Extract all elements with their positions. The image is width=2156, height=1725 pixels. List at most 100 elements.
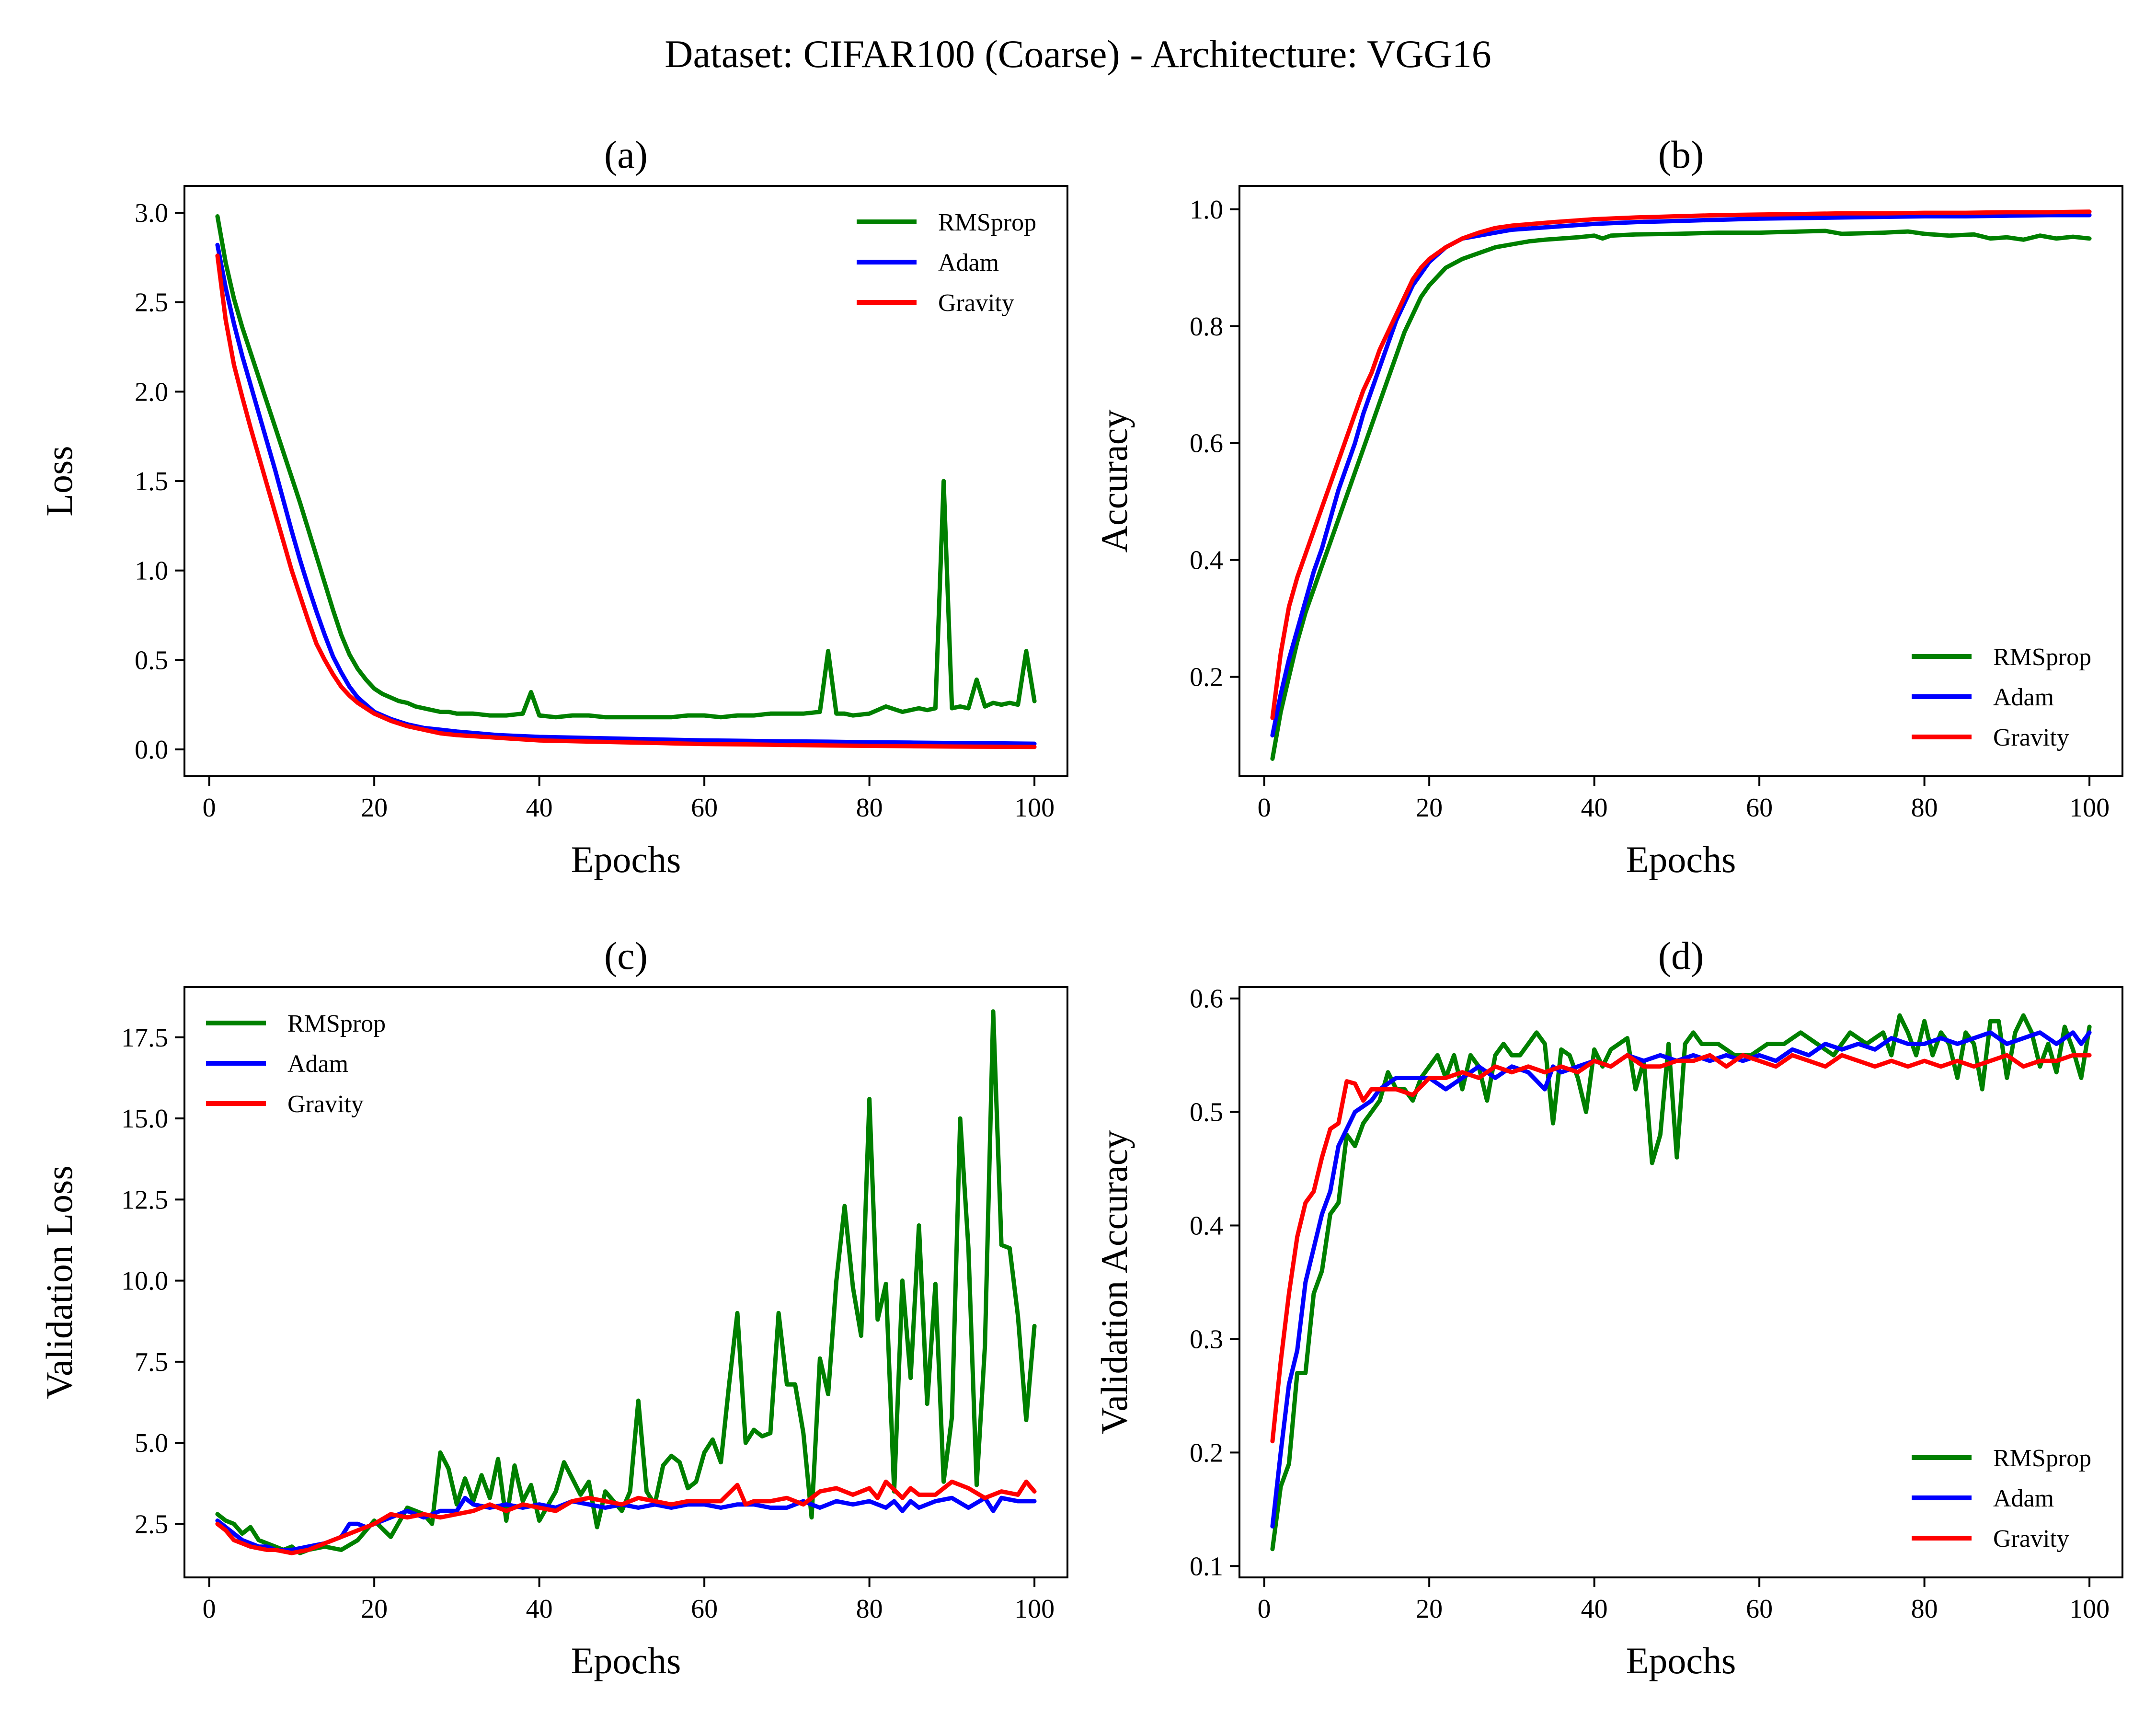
legend-label: RMSprop: [938, 209, 1036, 236]
x-tick-label: 20: [1416, 793, 1443, 823]
x-tick-label: 20: [361, 1594, 388, 1624]
x-tick-label: 60: [691, 1594, 718, 1624]
series-line-adam: [215, 242, 1037, 746]
plot-area: [1270, 1013, 2092, 1552]
x-axis-label: Epochs: [571, 1640, 681, 1681]
legend: RMSprop Adam Gravity: [1912, 1445, 2091, 1552]
y-tick-label: 0.2: [1190, 1438, 1223, 1468]
subplot-title: (d): [1658, 934, 1704, 978]
x-tick-label: 0: [1258, 1594, 1271, 1624]
x-tick-label: 100: [1014, 1594, 1055, 1624]
legend-label: Adam: [1993, 684, 2054, 711]
legend-label: RMSprop: [287, 1010, 386, 1037]
x-tick-label: 0: [203, 1594, 216, 1624]
y-tick-label: 0.6: [1190, 984, 1223, 1014]
y-tick-label: 2.5: [135, 1509, 168, 1539]
y-tick-label: 5.0: [135, 1428, 168, 1458]
y-tick-label: 7.5: [135, 1347, 168, 1377]
series-line-gravity: [1270, 209, 2092, 720]
legend-label: Adam: [287, 1050, 348, 1078]
x-tick-label: 20: [1416, 1594, 1443, 1624]
series-line-adam: [215, 1495, 1037, 1552]
y-tick-label: 15.0: [121, 1104, 168, 1134]
x-axis-label: Epochs: [1626, 839, 1736, 880]
subplot-title: (a): [604, 133, 648, 176]
axes-frame: [1239, 185, 2123, 777]
x-axis-label: Epochs: [1626, 1640, 1736, 1681]
y-tick-label: 0.8: [1190, 312, 1223, 342]
series-line-gravity: [1270, 1053, 2092, 1444]
x-tick-label: 40: [526, 793, 553, 823]
y-tick-label: 2.5: [135, 288, 168, 318]
subplot-b: (b) 0 20 40 60 80 100 0.2 0.4 0.6 0.8 1.0 Epochs Accu…: [1093, 133, 2123, 880]
y-tick-label: 12.5: [121, 1185, 168, 1215]
subplot-title: (b): [1658, 133, 1704, 176]
legend-label: Adam: [1993, 1485, 2054, 1512]
series-line-gravity: [215, 253, 1037, 749]
legend-label: Adam: [938, 249, 999, 276]
axes-frame: [183, 986, 1068, 1578]
y-tick-label: 1.5: [135, 467, 168, 496]
legend-label: Gravity: [1993, 724, 2069, 751]
legend: RMSprop Adam Gravity: [857, 209, 1036, 317]
legend-label: RMSprop: [1993, 1445, 2091, 1472]
y-tick-label: 0.4: [1190, 546, 1223, 575]
series-line-rmsprop: [1270, 229, 2092, 761]
y-tick-label: 0.0: [135, 735, 168, 765]
x-tick-label: 60: [1746, 793, 1773, 823]
subplot-a: (a) 0 20 40 60 80 100 0.0 0.5 1.0 1.5 2.0 2.5 3.0 Epoc…: [38, 133, 1068, 880]
plot-area: [215, 1009, 1037, 1555]
plot-area: [215, 214, 1037, 749]
y-tick-label: 2.0: [135, 377, 168, 407]
y-tick-label: 17.5: [121, 1023, 168, 1053]
legend-label: Gravity: [1993, 1525, 2069, 1552]
y-tick-label: 0.5: [135, 645, 168, 675]
x-tick-label: 40: [526, 1594, 553, 1624]
x-tick-label: 80: [856, 793, 883, 823]
x-tick-label: 100: [1014, 793, 1055, 823]
legend: RMSprop Adam Gravity: [206, 1010, 386, 1118]
y-axis-label: Loss: [38, 446, 80, 516]
x-tick-label: 0: [203, 793, 216, 823]
x-tick-label: 80: [856, 1594, 883, 1624]
y-tick-label: 10.0: [121, 1266, 168, 1296]
legend: RMSprop Adam Gravity: [1912, 644, 2091, 751]
legend-label: RMSprop: [1993, 644, 2091, 671]
x-tick-label: 100: [2069, 793, 2110, 823]
subplot-grid: (a) 0 20 40 60 80 100 0.0 0.5 1.0 1.5 2.0 2.5 3.0 Epoc…: [38, 133, 2123, 1681]
figure-title: Dataset: CIFAR100 (Coarse) - Architectur…: [665, 32, 1491, 76]
subplot-c: (c) 0 20 40 60 80 100 2.5 5.0 7.5 10.0 12.5 15.0 17.5…: [38, 934, 1068, 1681]
y-tick-label: 0.5: [1190, 1098, 1223, 1127]
subplot-d: (d) 0 20 40 60 80 100 0.1 0.2 0.3 0.4 0.5 0.6 Epochs V…: [1093, 934, 2123, 1681]
y-tick-label: 1.0: [1190, 195, 1223, 225]
y-axis-label: Validation Accuracy: [1093, 1130, 1135, 1435]
x-axis-label: Epochs: [571, 839, 681, 880]
plot-area: [1270, 209, 2092, 761]
y-tick-label: 0.6: [1190, 429, 1223, 459]
x-tick-label: 80: [1911, 1594, 1938, 1624]
x-tick-label: 0: [1258, 793, 1271, 823]
x-tick-label: 40: [1581, 793, 1608, 823]
legend-label: Gravity: [938, 289, 1014, 317]
y-tick-label: 3.0: [135, 198, 168, 228]
legend-label: Gravity: [287, 1091, 364, 1118]
x-tick-label: 60: [691, 793, 718, 823]
x-tick-label: 20: [361, 793, 388, 823]
series-line-gravity: [215, 1479, 1037, 1555]
y-tick-label: 1.0: [135, 556, 168, 586]
subplot-title: (c): [604, 934, 648, 978]
x-tick-label: 80: [1911, 793, 1938, 823]
y-axis-label: Validation Loss: [38, 1165, 80, 1399]
y-tick-label: 0.3: [1190, 1324, 1223, 1354]
y-axis-label: Accuracy: [1093, 410, 1135, 553]
x-tick-label: 60: [1746, 1594, 1773, 1624]
x-tick-label: 40: [1581, 1594, 1608, 1624]
series-line-rmsprop: [1270, 1013, 2092, 1552]
series-line-rmsprop: [215, 214, 1037, 720]
y-tick-label: 0.2: [1190, 663, 1223, 692]
axes-frame: [1239, 986, 2123, 1578]
y-tick-label: 0.1: [1190, 1552, 1223, 1581]
axes-frame: [183, 185, 1068, 777]
y-tick-label: 0.4: [1190, 1211, 1223, 1241]
